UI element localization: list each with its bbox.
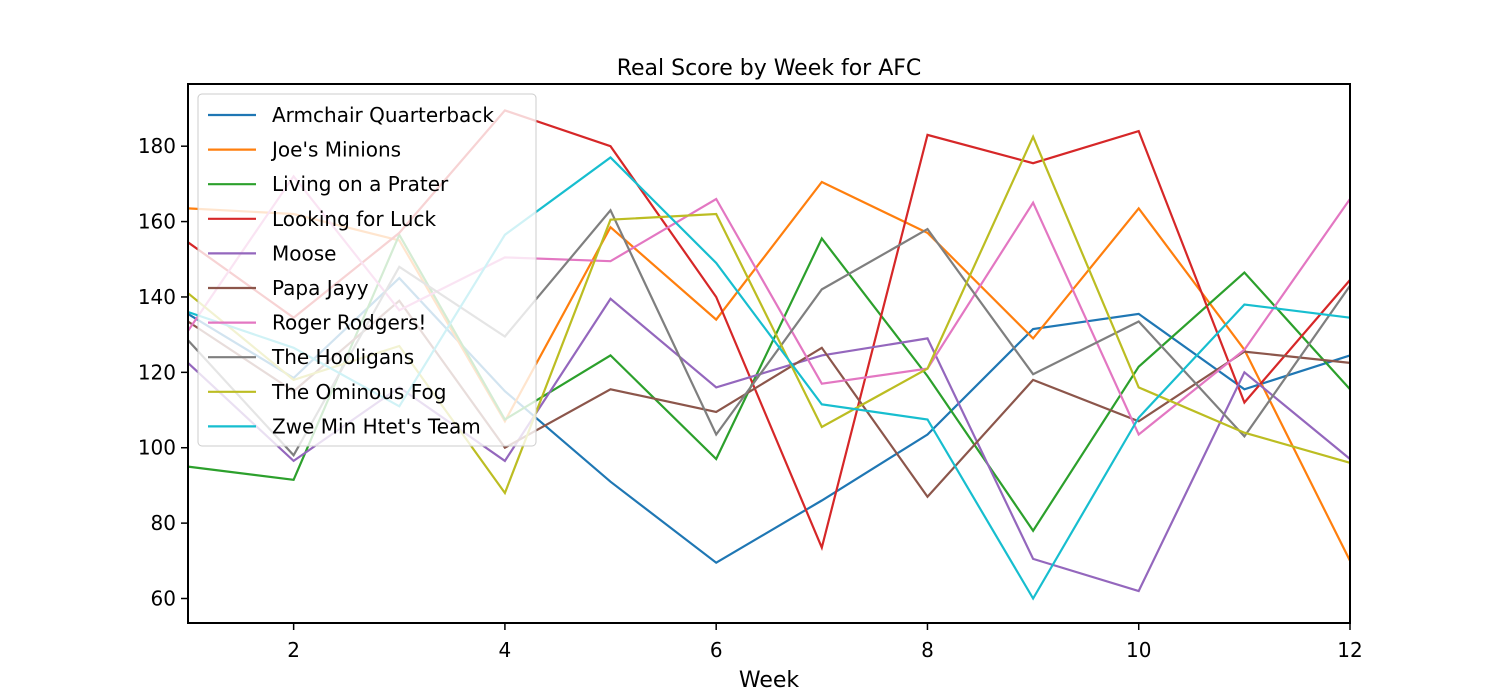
y-tick-label: 160 (138, 210, 176, 234)
x-tick-label: 12 (1337, 638, 1362, 662)
legend-label: The Hooligans (271, 345, 414, 369)
legend-label: Living on a Prater (272, 172, 449, 196)
legend-label: The Ominous Fog (271, 380, 446, 404)
legend-label: Roger Rodgers! (272, 311, 426, 335)
legend: Armchair Quarterback Joe's Minions Living … (197, 93, 537, 447)
x-axis-label: Week (739, 668, 800, 693)
y-tick-label: 60 (151, 587, 176, 611)
y-tick-label: 100 (138, 436, 176, 460)
y-tick-label: 80 (151, 511, 176, 535)
y-tick-label: 140 (138, 285, 176, 309)
legend-label: Armchair Quarterback (272, 103, 494, 127)
y-tick-label: 180 (138, 134, 176, 158)
legend-label: Zwe Min Htet's Team (272, 414, 481, 438)
x-tick-label: 8 (921, 638, 934, 662)
plot-frame (187, 83, 1351, 624)
legend-label: Papa Jayy (272, 276, 369, 300)
x-tick-label: 2 (287, 638, 300, 662)
x-tick-label: 10 (1126, 638, 1151, 662)
legend-box (197, 93, 537, 447)
chart-title: Real Score by Week for AFC (617, 56, 922, 81)
y-tick-label: 120 (138, 360, 176, 384)
legend-label: Moose (272, 241, 336, 265)
legend-label: Looking for Luck (272, 207, 436, 231)
y-axis: 60 80 100 120 140 160 180 (138, 134, 188, 611)
x-tick-label: 4 (499, 638, 512, 662)
legend-label: Joe's Minions (270, 138, 401, 162)
x-axis: 2 4 6 8 10 12 (287, 623, 1363, 662)
x-tick-label: 6 (710, 638, 723, 662)
